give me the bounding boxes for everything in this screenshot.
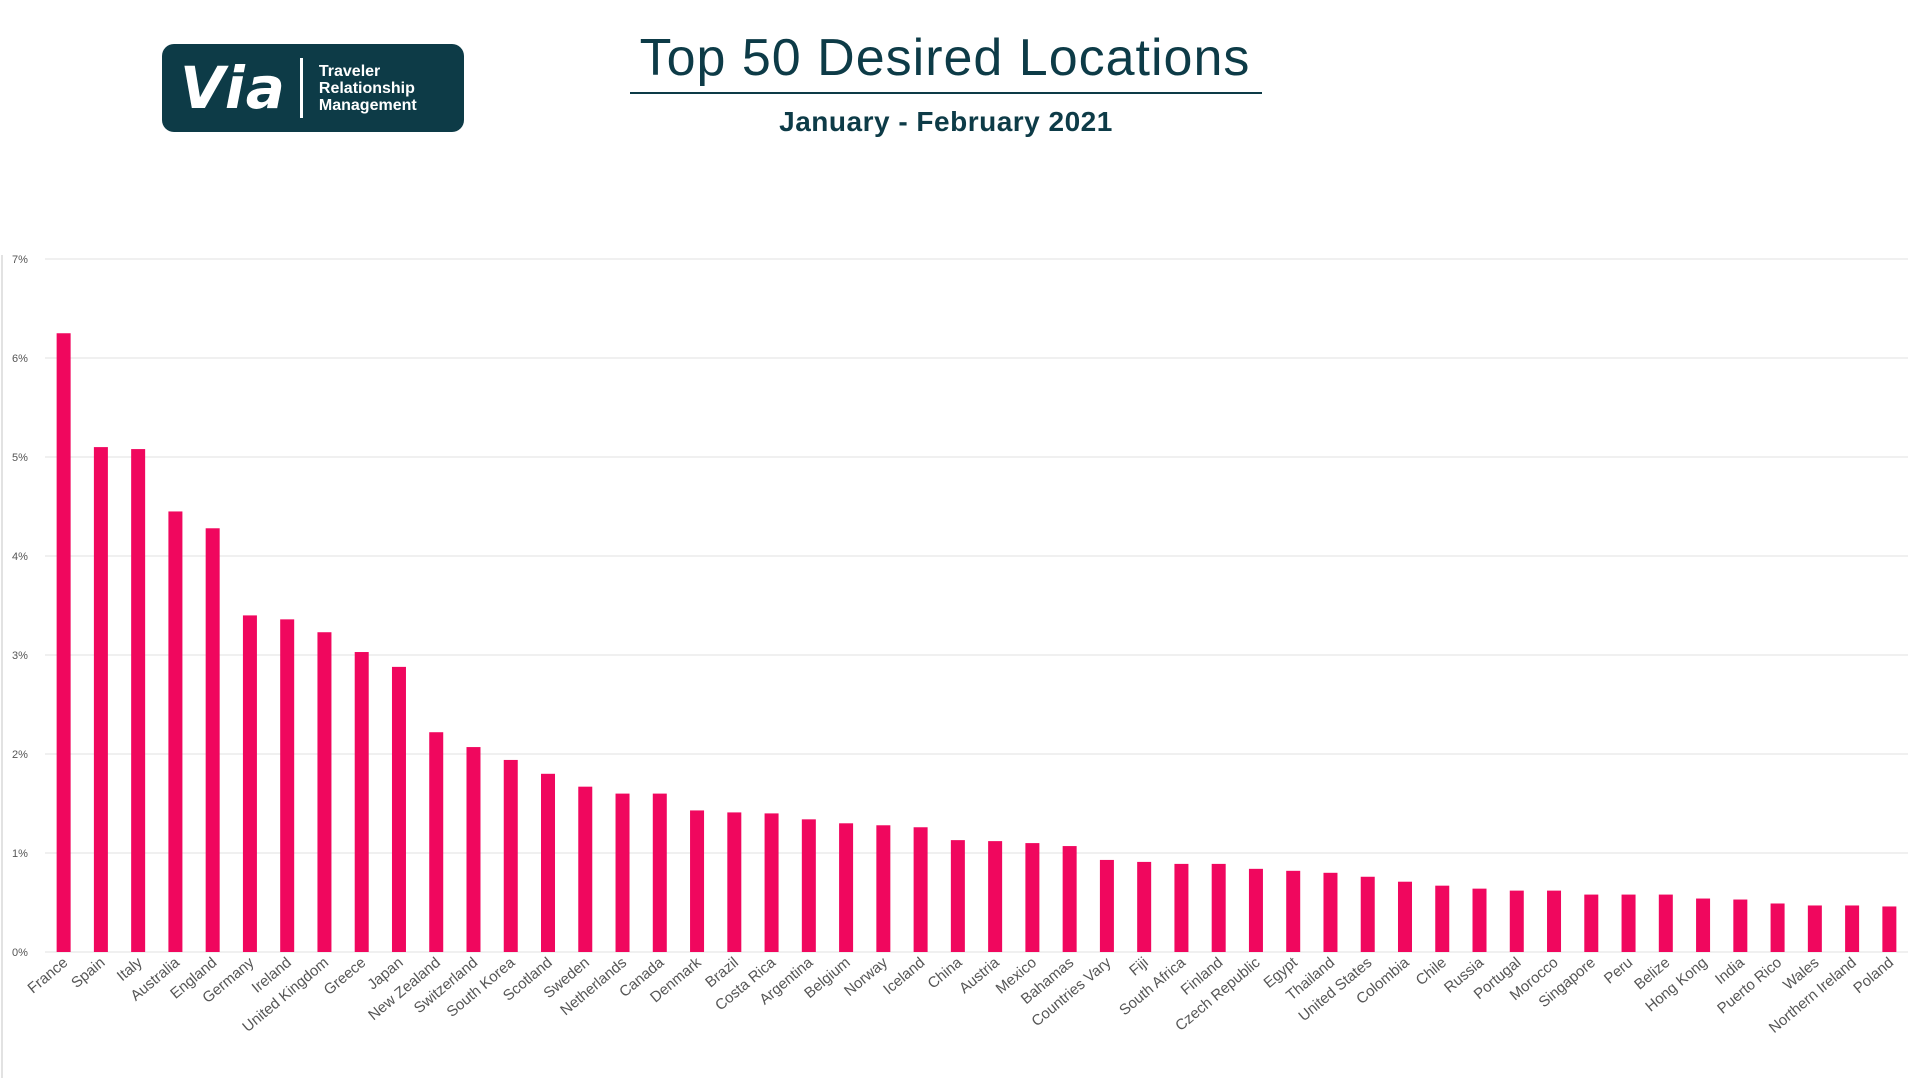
bar: [1323, 872, 1338, 952]
bar: [988, 841, 1003, 952]
y-tick-label: 4%: [12, 551, 28, 563]
via-logo: Via Traveler Relationship Management: [162, 44, 464, 132]
bar: [242, 615, 257, 952]
bar: [764, 813, 779, 952]
logo-divider: [299, 58, 303, 118]
bar: [1547, 890, 1562, 952]
y-tick-label: 5%: [12, 452, 28, 464]
bar: [1397, 881, 1412, 952]
bar: [429, 732, 444, 952]
bar: [1211, 863, 1226, 952]
bar: [1248, 868, 1263, 952]
bar: [1137, 861, 1152, 952]
bar: [876, 825, 891, 952]
bar: [1062, 846, 1077, 952]
bar: [727, 812, 742, 952]
x-tick-label: Austria: [956, 954, 1003, 997]
title-underline: [630, 92, 1262, 94]
bar: [131, 449, 146, 952]
x-tick-label: Fiji: [1126, 954, 1152, 979]
bar: [839, 823, 854, 952]
bar: [503, 759, 518, 952]
bar: [1509, 890, 1524, 952]
bar: [1472, 888, 1487, 952]
y-tick-label: 1%: [12, 848, 28, 860]
bar: [541, 773, 556, 952]
logo-tagline-line-2: Relationship: [318, 79, 415, 97]
bar: [1584, 894, 1599, 952]
bar: [466, 747, 481, 952]
chart-subtitle: January - February 2021: [779, 106, 1113, 137]
bar: [1658, 894, 1673, 952]
y-tick-label: 7%: [12, 254, 28, 266]
x-tick-label: Iceland: [880, 954, 928, 998]
bar: [354, 652, 369, 952]
y-tick-label: 6%: [12, 353, 28, 365]
bar: [578, 786, 593, 952]
bar: [93, 447, 108, 952]
x-tick-label: Peru: [1601, 954, 1636, 987]
bar: [205, 528, 220, 952]
bar: [913, 827, 928, 952]
x-tick-label: Poland: [1850, 954, 1897, 997]
bar: [1025, 843, 1040, 952]
y-axis-ticks: 0% 1% 2% 3% 4% 5% 6% 7%: [12, 254, 28, 959]
bar: [1174, 863, 1189, 952]
bar: [317, 632, 332, 952]
bar: [56, 333, 71, 952]
x-tick-label: Spain: [68, 954, 108, 992]
bar: [1099, 859, 1114, 952]
y-tick-label: 3%: [12, 650, 28, 662]
logo-tagline-line-3: Management: [318, 96, 417, 114]
x-tick-label: Norway: [841, 954, 891, 1000]
x-tick-label: Greece: [321, 954, 370, 999]
chart-title: Top 50 Desired Locations: [639, 29, 1251, 87]
bars: [56, 333, 1897, 952]
bar: [280, 619, 295, 952]
x-tick-label: France: [25, 954, 72, 997]
bar: [615, 793, 630, 952]
bar: [1770, 903, 1785, 952]
logo-wordmark: Via: [180, 54, 286, 122]
y-tick-label: 2%: [12, 749, 28, 761]
logo-tagline: Traveler Relationship Management: [319, 63, 417, 114]
bar: [1733, 899, 1748, 952]
bar: [801, 819, 816, 952]
bar: [652, 793, 667, 952]
bar: [690, 810, 705, 952]
bar: [1882, 906, 1897, 952]
logo-tagline-line-1: Traveler: [318, 62, 381, 80]
bar: [1435, 885, 1450, 952]
bar: [1807, 905, 1822, 952]
bar: [950, 840, 965, 952]
bar: [1696, 898, 1711, 952]
bar: [1360, 876, 1375, 952]
bar: [168, 511, 183, 952]
bar: [391, 666, 406, 952]
bar: [1286, 870, 1301, 952]
y-tick-label: 0%: [12, 947, 28, 959]
bar: [1845, 905, 1860, 952]
bar: [1621, 894, 1636, 952]
